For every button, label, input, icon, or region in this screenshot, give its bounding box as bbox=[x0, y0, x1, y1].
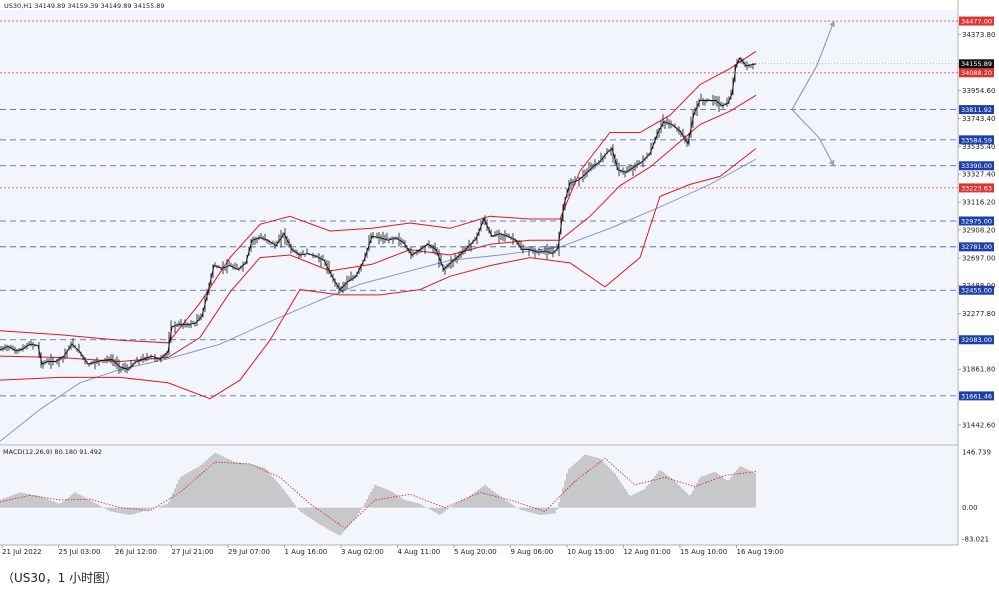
y-tick-label-11: 31442.60 bbox=[962, 421, 995, 429]
y-tick-label-5: 33116.20 bbox=[962, 199, 995, 207]
x-tick-label-12: 15 Aug 10:00 bbox=[680, 548, 727, 556]
forecast-arrow-1 bbox=[791, 109, 835, 167]
macd-title: MACD(12,26,9) 80.180 91.492 bbox=[3, 448, 102, 456]
level-tag-0 bbox=[959, 16, 994, 26]
macd-y-tick-label-0: 146.739 bbox=[962, 448, 991, 456]
current-price-label: 34155.89 bbox=[961, 60, 992, 68]
x-tick-label-10: 10 Aug 15:00 bbox=[567, 548, 614, 556]
moving-average-line bbox=[0, 158, 757, 442]
current-price-tag bbox=[959, 59, 994, 69]
level-tag-label-7: 32781.00 bbox=[961, 243, 992, 251]
macd-y-tick-label-2: -83.021 bbox=[962, 535, 989, 543]
forecast-arrow-0 bbox=[791, 20, 835, 110]
level-tag-6 bbox=[959, 216, 994, 226]
y-tick-label-0: 34373.80 bbox=[962, 31, 995, 39]
chart-header: US30,H1 34149.89 34159.39 34149.89 34155… bbox=[4, 2, 165, 10]
level-tag-10 bbox=[959, 391, 994, 401]
level-tag-label-1: 34088.20 bbox=[961, 69, 992, 77]
bollinger-lower bbox=[0, 148, 757, 400]
y-tick-label-4: 33327.40 bbox=[962, 170, 995, 178]
level-tag-label-2: 33811.92 bbox=[961, 106, 992, 114]
y-tick-label-9: 32277.80 bbox=[962, 310, 995, 318]
level-tag-1 bbox=[959, 68, 994, 78]
bollinger-middle bbox=[0, 94, 757, 363]
macd-y-tick-label-1: 0.00 bbox=[962, 504, 978, 512]
level-tag-label-8: 32455.00 bbox=[961, 287, 992, 295]
level-tag-7 bbox=[959, 242, 994, 252]
forecast-arrowhead-1 bbox=[828, 159, 835, 166]
level-tag-label-9: 32083.00 bbox=[961, 336, 992, 344]
level-tag-5 bbox=[959, 183, 994, 193]
x-tick-label-9: 9 Aug 06:00 bbox=[511, 548, 554, 556]
y-tick-label-6: 32908.20 bbox=[962, 226, 995, 234]
forecast-arrowhead-0 bbox=[829, 21, 835, 27]
x-tick-label-5: 1 Aug 16:00 bbox=[285, 548, 328, 556]
price-pane bbox=[0, 10, 957, 444]
x-tick-label-4: 29 Jul 07:00 bbox=[228, 548, 270, 556]
level-tag-4 bbox=[959, 161, 994, 171]
y-tick-label-10: 31861.80 bbox=[962, 366, 995, 374]
us30-chart[interactable]: 34373.80 33954.60 33743.40 33535.40 33327.40… bbox=[0, 0, 999, 565]
y-tick-label-1: 33954.60 bbox=[962, 87, 995, 95]
level-tag-label-3: 33584.59 bbox=[961, 136, 992, 144]
level-tag-label-4: 33390.00 bbox=[961, 162, 992, 170]
bollinger-upper bbox=[0, 50, 757, 344]
level-tag-label-10: 31661.46 bbox=[961, 392, 992, 400]
x-tick-label-1: 25 Jul 03:00 bbox=[59, 548, 101, 556]
x-tick-label-0: 21 Jul 2022 bbox=[2, 548, 42, 556]
x-tick-label-8: 5 Aug 20:00 bbox=[454, 548, 497, 556]
level-tag-label-0: 34477.00 bbox=[961, 17, 992, 25]
y-tick-label-7: 32697.00 bbox=[962, 254, 995, 262]
y-tick-label-2: 33743.40 bbox=[962, 115, 995, 123]
x-tick-label-13: 16 Aug 19:00 bbox=[737, 548, 784, 556]
level-tag-8 bbox=[959, 285, 994, 295]
y-tick-label-3: 33535.40 bbox=[962, 143, 995, 151]
x-tick-label-6: 3 Aug 02:00 bbox=[341, 548, 384, 556]
x-tick-label-3: 27 Jul 21:00 bbox=[172, 548, 214, 556]
level-tag-9 bbox=[959, 335, 994, 345]
level-tag-label-5: 33223.63 bbox=[961, 184, 992, 192]
x-tick-label-7: 4 Aug 11:00 bbox=[398, 548, 441, 556]
level-tag-label-6: 32975.00 bbox=[961, 217, 992, 225]
chart-caption: （US30，1 小时图） bbox=[2, 571, 118, 585]
x-tick-label-11: 12 Aug 01:00 bbox=[624, 548, 671, 556]
price-line bbox=[0, 57, 757, 370]
chart-canvas[interactable]: 34373.80 33954.60 33743.40 33535.40 33327.40… bbox=[0, 0, 999, 565]
x-tick-label-2: 26 Jul 12:00 bbox=[115, 548, 157, 556]
level-tag-3 bbox=[959, 135, 994, 145]
level-tag-2 bbox=[959, 105, 994, 115]
